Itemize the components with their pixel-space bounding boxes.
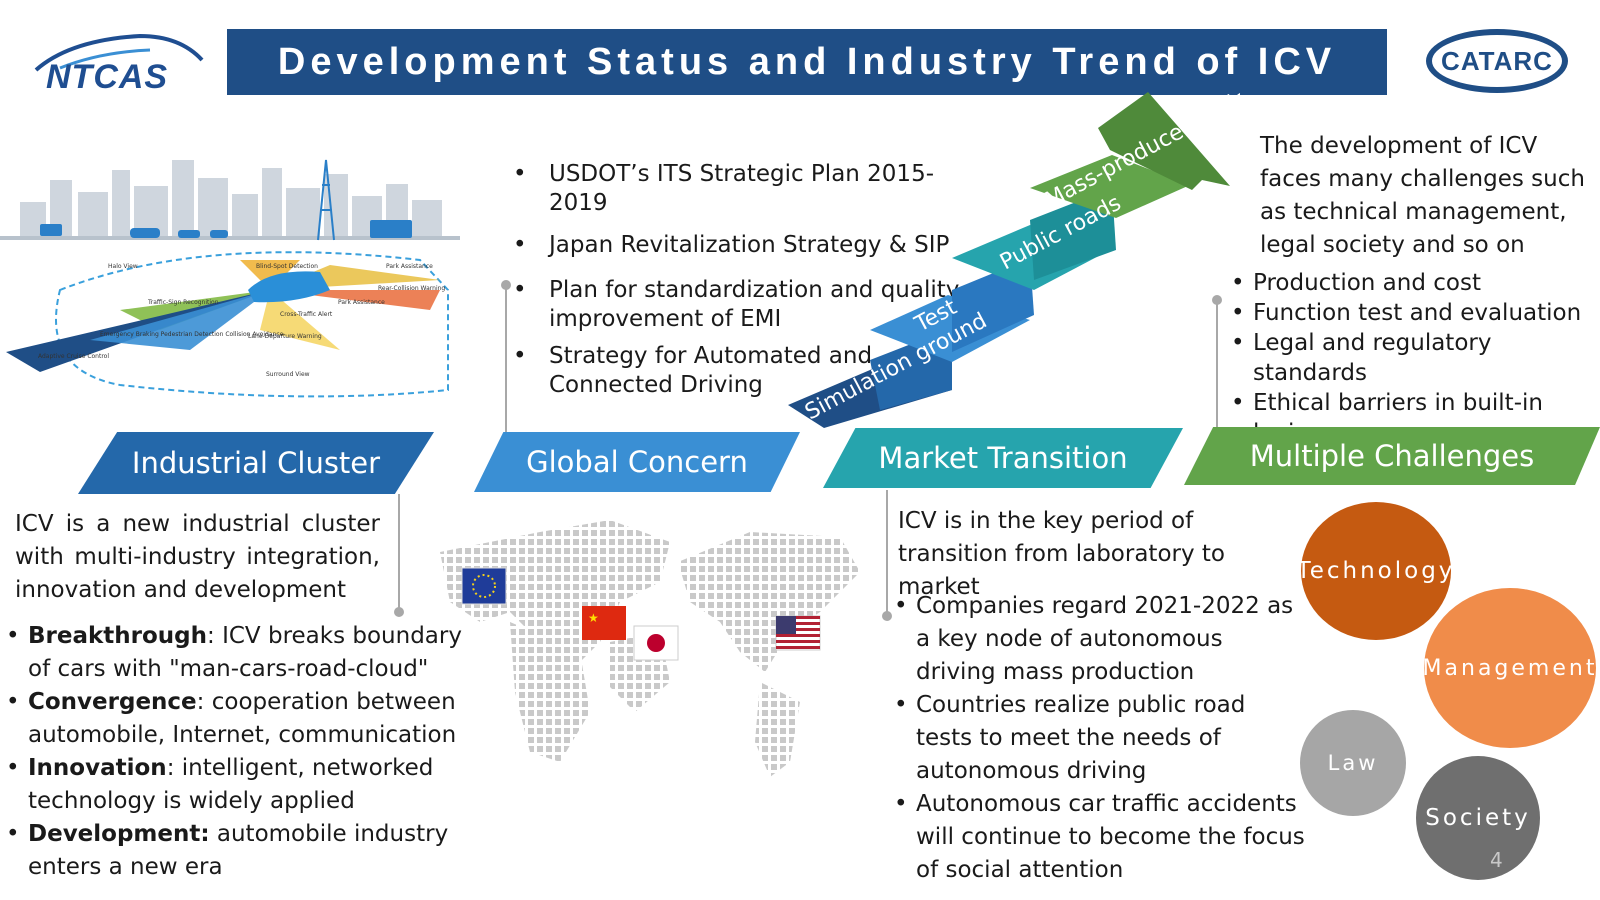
japan-flag-icon [633, 625, 679, 661]
illustration-label: Adaptive Cruise Control [38, 353, 109, 360]
world-map: ★ [440, 520, 860, 777]
car-swoosh-icon [34, 33, 204, 72]
illustration-label: Rear-Collision Warning [378, 285, 445, 292]
city-skyline-icon [20, 160, 442, 240]
ntcas-logo-text: NTCAS [46, 58, 169, 96]
list-item: Innovation: intelligent, networked techn… [0, 752, 470, 818]
list-item: Strategy for Automated and Connected Dri… [505, 342, 975, 400]
connector-line [886, 490, 888, 616]
catarc-logo-text: CATARC [1441, 45, 1553, 76]
challenges-list: Production and cost Function test and ev… [1225, 268, 1600, 448]
china-flag-icon: ★ [582, 606, 626, 640]
adas-illustration: Halo View Blind-Spot Detection Park Assi… [0, 159, 460, 398]
page-title: Development Status and Industry Trend of… [277, 40, 1337, 83]
illustration-label: Halo View [108, 263, 138, 270]
banner-global-concern: Global Concern [474, 432, 800, 492]
vehicles-icon [40, 220, 412, 238]
connector-line [505, 285, 507, 433]
list-item: Plan for standardization and quality imp… [505, 276, 975, 334]
market-stairs-diagram: Simulation ground Test Public roads Mass… [788, 90, 1240, 428]
list-item: USDOT’s ITS Strategic Plan 2015-2019 [505, 160, 975, 218]
illustration-label: Park Assistance [338, 299, 385, 306]
illustration-label: Park Assistance [386, 263, 433, 270]
ntcas-logo: NTCAS [30, 30, 210, 100]
list-item: Function test and evaluation [1225, 298, 1600, 328]
list-item: Japan Revitalization Strategy & SIP [505, 231, 975, 260]
market-list: Companies regard 2021-2022 as a key node… [888, 590, 1308, 887]
connector-dot [501, 280, 511, 290]
circle-management: Management [1423, 588, 1596, 748]
illustration-label: Cross-Traffic Alert [280, 311, 333, 318]
list-item: Legal and regulatory standards [1225, 328, 1600, 388]
challenges-intro: The development of ICV faces many challe… [1260, 133, 1585, 258]
market-intro: ICV is in the key period of transition f… [898, 508, 1225, 600]
illustration-label: Blind-Spot Detection [256, 263, 318, 270]
connector-dot [1212, 295, 1222, 305]
title-bar: Development Status and Industry Trend of… [227, 29, 1387, 95]
list-item: Companies regard 2021-2022 as a key node… [888, 590, 1308, 689]
list-item: Development: automobile industry enters … [0, 818, 470, 884]
connector-dot [394, 607, 404, 617]
circle-technology: Technology [1297, 502, 1452, 640]
banner-multiple-challenges: Multiple Challenges [1184, 427, 1600, 485]
list-item: Breakthrough: ICV breaks boundary of car… [0, 620, 470, 686]
list-item: Autonomous car traffic accidents will co… [888, 788, 1308, 887]
page-number: 4 [1490, 848, 1503, 872]
circle-law: Law [1300, 710, 1406, 816]
connector-line [1216, 300, 1218, 430]
banner-market-transition: Market Transition [823, 428, 1183, 488]
catarc-logo: CATARC [1426, 29, 1568, 93]
list-item: Production and cost [1225, 268, 1600, 298]
tower-icon [317, 159, 335, 241]
eu-flag-icon [461, 567, 507, 605]
industrial-list: Breakthrough: ICV breaks boundary of car… [0, 620, 470, 884]
list-item: Countries realize public road tests to m… [888, 689, 1308, 788]
industrial-intro: ICV is a new industrial cluster with mul… [15, 511, 380, 603]
svg-text:★: ★ [588, 611, 599, 625]
illustration-label: Surround View [266, 371, 310, 378]
connector-dot [882, 611, 892, 621]
usa-flag-icon [775, 615, 821, 651]
illustration-label: Emergency Braking Pedestrian Detection C… [100, 331, 284, 338]
circle-society: Society [1416, 756, 1540, 880]
connector-line [398, 494, 400, 612]
list-item: Convergence: cooperation between automob… [0, 686, 470, 752]
global-concern-list: USDOT’s ITS Strategic Plan 2015-2019 Jap… [505, 160, 975, 400]
illustration-label: Traffic-Sign Recognition [147, 299, 219, 306]
banner-industrial-cluster: Industrial Cluster [78, 432, 434, 494]
illustration-label: Lane-Departure Warning [248, 333, 322, 340]
